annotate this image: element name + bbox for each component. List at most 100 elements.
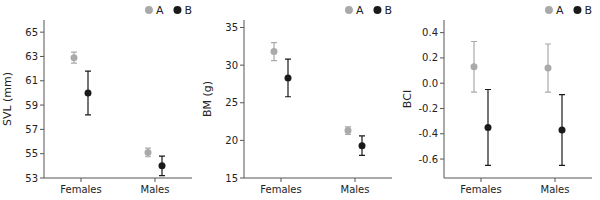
- panel: 53555759616365FemalesMalesSVL (mm)AB: [1, 4, 192, 195]
- error-bar: [345, 127, 351, 135]
- y-tick: [240, 178, 244, 179]
- error-bar: [71, 52, 77, 63]
- marks: [71, 52, 166, 175]
- y-tick-label: 0.0: [422, 78, 438, 89]
- y-tick-label: 65: [25, 27, 38, 38]
- legend-marker: [373, 6, 381, 14]
- legend-label: B: [184, 4, 192, 17]
- y-tick: [40, 105, 44, 106]
- y-tick: [240, 140, 244, 141]
- y-tick: [440, 108, 444, 109]
- y-tick-label: 59: [25, 100, 38, 111]
- point: [271, 48, 278, 55]
- y-axis: [244, 20, 245, 178]
- x-axis: [244, 178, 392, 179]
- x-tick-label: Males: [541, 184, 570, 195]
- legend-label: A: [156, 4, 164, 17]
- y-tick: [240, 27, 244, 28]
- y-axis-label: BM (g): [201, 81, 214, 117]
- error-bar: [471, 41, 477, 92]
- x-tick-label: Females: [460, 184, 501, 195]
- y-tick: [40, 178, 44, 179]
- panel: -0.6-0.4-0.20.00.20.4FemalesMalesBCIAB: [401, 4, 592, 195]
- point: [471, 63, 478, 70]
- y-axis-label: BCI: [401, 90, 414, 108]
- y-tick: [40, 129, 44, 130]
- marks: [471, 41, 566, 165]
- point: [159, 162, 166, 169]
- x-tick: [155, 178, 156, 182]
- error-bar: [85, 71, 91, 115]
- y-tick-label: 0.4: [422, 27, 438, 38]
- y-tick-label: 20: [225, 135, 238, 146]
- error-bar: [285, 59, 291, 97]
- error-bar: [485, 90, 491, 166]
- y-tick: [440, 159, 444, 160]
- y-axis-label: SVL (mm): [1, 72, 14, 126]
- x-tick-label: Males: [341, 184, 370, 195]
- x-tick: [281, 178, 282, 182]
- legend: AB: [145, 4, 192, 17]
- y-tick: [440, 57, 444, 58]
- legend-marker: [573, 6, 581, 14]
- y-tick-label: 15: [225, 173, 238, 184]
- point: [345, 127, 352, 134]
- point: [285, 74, 292, 81]
- error-bar: [271, 43, 277, 61]
- y-axis: [44, 20, 45, 178]
- x-tick-label: Males: [141, 184, 170, 195]
- error-bar: [545, 44, 551, 92]
- point: [485, 124, 492, 131]
- x-tick-label: Females: [60, 184, 101, 195]
- point: [145, 149, 152, 156]
- y-tick: [240, 102, 244, 103]
- x-axis: [444, 178, 592, 179]
- y-tick: [40, 153, 44, 154]
- x-tick: [81, 178, 82, 182]
- legend-marker: [173, 6, 181, 14]
- y-tick-label: 53: [25, 173, 38, 184]
- marks: [271, 43, 366, 156]
- y-tick-label: 0.2: [422, 52, 438, 63]
- legend-label: B: [584, 4, 592, 17]
- y-tick: [440, 133, 444, 134]
- y-tick-label: 25: [225, 97, 238, 108]
- legend-label: B: [384, 4, 392, 17]
- y-tick-label: 57: [25, 124, 38, 135]
- y-tick-label: 30: [225, 60, 238, 71]
- legend-marker: [345, 6, 353, 14]
- y-tick: [40, 32, 44, 33]
- error-bar: [159, 156, 165, 175]
- error-bar: [559, 95, 565, 166]
- legend-marker: [145, 6, 153, 14]
- y-tick: [440, 32, 444, 33]
- x-tick-label: Females: [260, 184, 301, 195]
- legend-marker: [545, 6, 553, 14]
- legend-label: A: [356, 4, 364, 17]
- x-axis: [44, 178, 192, 179]
- y-tick-label: 35: [225, 22, 238, 33]
- figure: 53555759616365FemalesMalesSVL (mm)AB1520…: [0, 0, 600, 200]
- point: [71, 54, 78, 61]
- y-tick: [40, 56, 44, 57]
- x-tick: [355, 178, 356, 182]
- panel: 1520253035FemalesMalesBM (g)AB: [201, 4, 392, 195]
- point: [559, 126, 566, 133]
- legend-label: A: [556, 4, 564, 17]
- point: [85, 89, 92, 96]
- y-tick-label: -0.2: [418, 103, 438, 114]
- point: [545, 65, 552, 72]
- x-tick: [555, 178, 556, 182]
- legend: AB: [345, 4, 392, 17]
- y-tick: [440, 83, 444, 84]
- x-tick: [481, 178, 482, 182]
- legend: AB: [545, 4, 592, 17]
- y-tick-label: 55: [25, 148, 38, 159]
- y-axis: [444, 20, 445, 178]
- y-tick: [240, 65, 244, 66]
- error-bar: [359, 136, 365, 156]
- y-tick-label: 63: [25, 51, 38, 62]
- error-bar: [145, 148, 151, 157]
- y-tick: [40, 80, 44, 81]
- y-tick-label: -0.4: [418, 128, 438, 139]
